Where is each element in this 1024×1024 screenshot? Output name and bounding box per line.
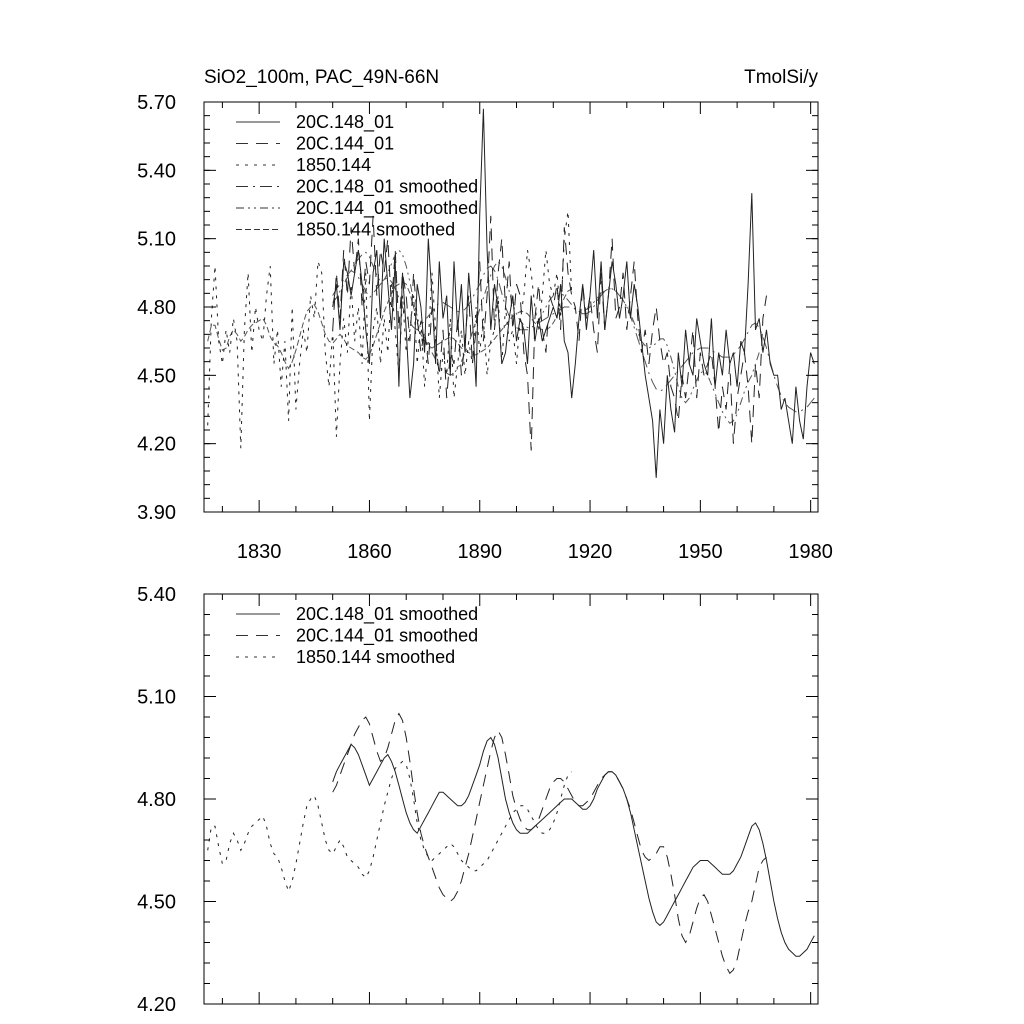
y-tick-label: 4.80 [137, 297, 176, 319]
top-axes: 3.90 4.20 4.50 4.80 5.10 5.40 5.70 1830 1860 1890… [137, 92, 833, 563]
y-tick-label: 5.10 [137, 687, 176, 709]
legend-label: 1850.144 smoothed [296, 647, 455, 667]
bottom-series-group [207, 712, 815, 975]
y-tick-label: 4.80 [137, 789, 176, 811]
series-line-raw [332, 215, 767, 451]
x-tick-label: 1950 [678, 541, 723, 563]
x-tick-label: 1980 [788, 541, 833, 563]
series-line-raw [332, 108, 815, 478]
x-tick-label: 1860 [347, 541, 392, 563]
top-panel: SiO2_100m, PAC_49N-66N TmolSi/y 20C.148_… [137, 67, 833, 563]
y-tick-label: 5.40 [137, 584, 176, 606]
bottom-axes: 4.20 4.50 4.80 5.10 5.40 [137, 584, 818, 1016]
y-tick-label: 5.70 [137, 92, 176, 114]
series-line-smoothed [332, 265, 815, 413]
legend-label: 1850.144 smoothed [296, 220, 455, 240]
y-tick-label: 4.50 [137, 365, 176, 387]
legend-label: 20C.148_01 smoothed [296, 177, 478, 198]
series-line-smoothed [207, 760, 573, 893]
legend-label: 1850.144 [296, 155, 371, 175]
legend-label: 20C.144_01 [296, 134, 394, 155]
top-series-group [207, 108, 815, 478]
series-line-smoothed [332, 712, 767, 975]
x-tick-label: 1890 [457, 541, 502, 563]
y-tick-label: 4.50 [137, 892, 176, 914]
units-label: TmolSi/y [744, 67, 818, 88]
y-tick-label: 3.90 [137, 502, 176, 524]
x-tick-label: 1830 [237, 541, 282, 563]
legend-label: 20C.144_01 smoothed [296, 626, 478, 647]
x-tick-label: 1920 [568, 541, 613, 563]
series-line-smoothed [332, 736, 815, 957]
y-tick-label: 4.20 [137, 994, 176, 1016]
legend-label: 20C.148_01 [296, 112, 394, 133]
legend-label: 20C.144_01 smoothed [296, 198, 478, 219]
y-tick-label: 4.20 [137, 434, 176, 456]
legend-label: 20C.148_01 smoothed [296, 604, 478, 625]
series-line-smoothed [207, 281, 572, 370]
chart-title: SiO2_100m, PAC_49N-66N [204, 67, 439, 88]
series-line-smoothed [332, 249, 767, 424]
y-tick-label: 5.10 [137, 229, 176, 251]
y-tick-label: 5.40 [137, 160, 176, 182]
